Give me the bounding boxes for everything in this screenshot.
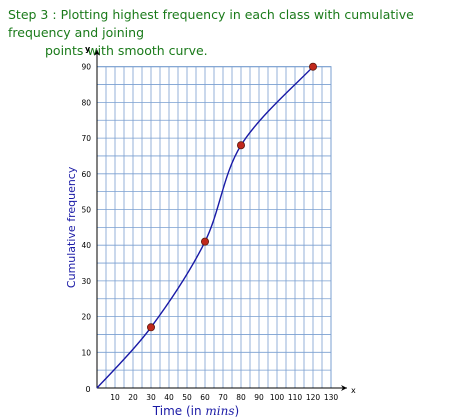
y-tick-label: 40 <box>81 241 91 250</box>
step-label: Step 3 : <box>8 7 57 22</box>
x-tick-label: 90 <box>254 393 264 402</box>
y-axis-label: Cumulative frequency <box>65 166 78 288</box>
x-tick-label: 80 <box>236 393 246 402</box>
data-point <box>236 141 245 150</box>
x-axis-label: Time (in mins) <box>152 404 239 418</box>
x-tick-label: 40 <box>164 393 174 402</box>
y-tick-label: 80 <box>81 98 91 107</box>
y-tick-label: 50 <box>81 206 91 215</box>
y-axis-arrow <box>94 49 100 56</box>
x-tick-label: 70 <box>218 393 228 402</box>
x-tick-label: 10 <box>110 393 120 402</box>
x-tick-label: 130 <box>324 393 339 402</box>
step-line-1: Plotting highest frequency in each class… <box>8 7 414 40</box>
y-tick-label: 10 <box>81 348 91 357</box>
x-tick-label: 60 <box>200 393 210 402</box>
data-point <box>308 62 317 71</box>
y-tick-label: 60 <box>81 170 91 179</box>
y-tick-label: 20 <box>81 313 91 322</box>
curve-layer <box>96 62 317 389</box>
y-tick-label: 70 <box>81 134 91 143</box>
grid <box>96 66 332 389</box>
x-tick-label: 50 <box>182 393 192 402</box>
step-description: Step 3 : Plotting highest frequency in ea… <box>8 6 470 60</box>
x-tick-label: 110 <box>288 393 303 402</box>
y-tick-label: 90 <box>81 63 91 72</box>
x-tick-label: 20 <box>128 393 138 402</box>
data-point <box>200 237 209 246</box>
x-tick-label: 120 <box>306 393 321 402</box>
y-axis-letter: y <box>85 45 91 54</box>
data-point <box>146 323 155 332</box>
axes <box>94 49 347 391</box>
x-tick-label: 100 <box>270 393 285 402</box>
origin-label: 0 <box>85 385 90 394</box>
labels: 10 20 30 40 50 60 70 80 90 100 110 120 130 10 20 30 40 50… <box>65 45 356 418</box>
x-tick-label: 30 <box>146 393 156 402</box>
y-tick-label: 30 <box>81 277 91 286</box>
step-line-2: points with smooth curve. <box>45 43 208 58</box>
x-axis-letter: x <box>351 386 356 395</box>
x-axis-arrow <box>341 385 347 391</box>
